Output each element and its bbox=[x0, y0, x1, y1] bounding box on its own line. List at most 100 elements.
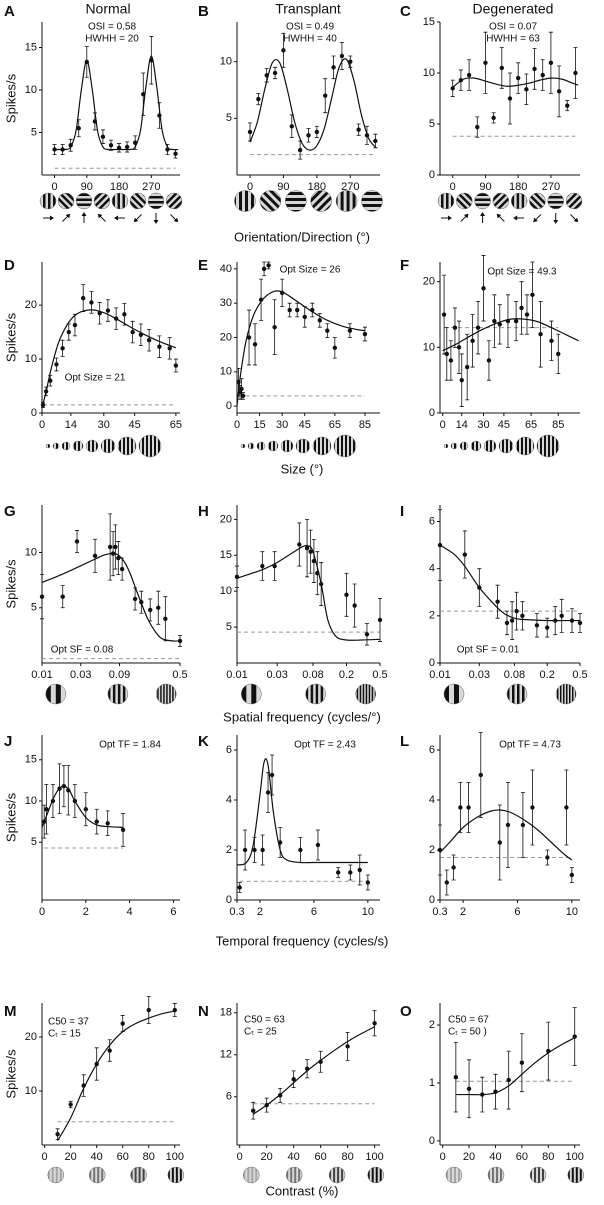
x-axis-label: Orientation/Direction (°) bbox=[234, 229, 370, 244]
data-point bbox=[565, 103, 570, 108]
panel-letter: A bbox=[4, 3, 15, 20]
data-point bbox=[514, 608, 519, 614]
x-tick-label: 20 bbox=[65, 1151, 77, 1163]
data-point bbox=[105, 308, 111, 313]
panel-letter: D bbox=[4, 257, 15, 274]
y-tick-label: 4 bbox=[429, 563, 435, 575]
data-point bbox=[486, 358, 492, 363]
x-tick-label: 65 bbox=[525, 419, 537, 431]
x-tick-label: 0 bbox=[51, 181, 57, 193]
x-tick-label: 40 bbox=[489, 1151, 501, 1163]
data-point bbox=[315, 842, 321, 848]
data-point bbox=[362, 331, 368, 337]
grating bbox=[259, 190, 282, 212]
data-point bbox=[165, 147, 170, 152]
data-point bbox=[68, 143, 73, 148]
data-point bbox=[444, 880, 449, 885]
stimulus-icon bbox=[61, 441, 71, 451]
y-tick-label: 0 bbox=[429, 1135, 435, 1147]
data-point bbox=[279, 290, 285, 296]
y-tick-label: 40 bbox=[220, 263, 232, 275]
data-point bbox=[483, 60, 488, 65]
data-point bbox=[52, 147, 57, 152]
data-point bbox=[252, 342, 258, 347]
x-tick-label: 2 bbox=[83, 906, 89, 918]
fit-curve bbox=[57, 1010, 175, 1141]
data-point bbox=[569, 618, 575, 623]
stimulus-icon bbox=[280, 439, 294, 453]
data-point bbox=[310, 307, 315, 313]
data-point bbox=[466, 1086, 472, 1091]
x-tick-label: 10 bbox=[566, 906, 578, 918]
data-point bbox=[94, 819, 99, 824]
grating bbox=[506, 683, 528, 705]
x-tick-label: 0.08 bbox=[302, 669, 323, 681]
grating bbox=[487, 1166, 505, 1184]
data-point bbox=[546, 1048, 551, 1054]
data-point bbox=[569, 872, 575, 878]
grating bbox=[498, 438, 514, 454]
data-point bbox=[478, 772, 483, 778]
arrow-head bbox=[97, 213, 103, 219]
data-point bbox=[323, 93, 328, 98]
grating bbox=[240, 443, 246, 449]
y-tick-label: 10 bbox=[220, 366, 232, 378]
x-tick-label: 85 bbox=[552, 419, 564, 431]
data-point bbox=[107, 544, 113, 550]
stimulus-icon bbox=[47, 1166, 65, 1184]
stimulus-icon bbox=[437, 192, 455, 210]
data-point bbox=[356, 127, 361, 132]
x-tick-label: 14 bbox=[456, 419, 468, 431]
stimulus-icon bbox=[85, 439, 99, 453]
data-point bbox=[332, 345, 338, 350]
data-point bbox=[177, 638, 183, 644]
stimulus-icon bbox=[259, 190, 282, 212]
stimulus-icon bbox=[515, 436, 535, 456]
y-tick-label: 18 bbox=[220, 1007, 232, 1019]
grating bbox=[75, 192, 93, 210]
data-point bbox=[444, 351, 449, 357]
annotation: Opt Size = 26 bbox=[280, 265, 341, 276]
grating bbox=[72, 440, 84, 452]
data-point bbox=[264, 73, 269, 78]
y-axis-label: Spikes/s bbox=[3, 1049, 18, 1099]
data-point bbox=[50, 798, 56, 804]
panel-letter: I bbox=[400, 503, 404, 520]
arrow-head bbox=[65, 213, 71, 219]
data-point bbox=[72, 798, 78, 804]
data-point bbox=[348, 870, 353, 875]
y-tick-label: 10 bbox=[25, 353, 37, 365]
x-tick-label: 90 bbox=[81, 181, 93, 193]
direction-arrow bbox=[480, 212, 486, 223]
x-tick-label: 0.03 bbox=[266, 669, 287, 681]
x-axis-label: Size (°) bbox=[281, 461, 324, 476]
data-point bbox=[532, 66, 537, 72]
data-point bbox=[475, 124, 480, 130]
panel-letter: F bbox=[400, 257, 409, 274]
stimulus-icon bbox=[335, 190, 358, 212]
data-point bbox=[497, 840, 503, 845]
grating bbox=[529, 1166, 547, 1184]
data-point bbox=[506, 1077, 511, 1083]
data-point bbox=[559, 613, 564, 619]
data-point bbox=[246, 335, 252, 340]
data-point bbox=[304, 545, 310, 551]
data-point bbox=[441, 312, 447, 317]
data-point bbox=[552, 618, 558, 623]
x-tick-label: 65 bbox=[329, 419, 341, 431]
annotation: Cₜ = 15 bbox=[48, 1029, 81, 1040]
stimulus-icon bbox=[333, 434, 357, 458]
annotation: OSI = 0.49 bbox=[286, 22, 335, 33]
y-tick-label: 5 bbox=[31, 602, 37, 614]
direction-arrow bbox=[133, 214, 142, 223]
grating bbox=[361, 190, 383, 212]
fit-curve bbox=[252, 1026, 375, 1115]
data-point bbox=[48, 378, 53, 383]
x-tick-label: 0.5 bbox=[172, 669, 187, 681]
arrow-head bbox=[114, 215, 118, 221]
grating bbox=[312, 436, 332, 456]
data-point bbox=[372, 1021, 377, 1026]
data-point bbox=[43, 389, 49, 394]
data-point bbox=[119, 566, 125, 572]
grating bbox=[285, 190, 307, 212]
